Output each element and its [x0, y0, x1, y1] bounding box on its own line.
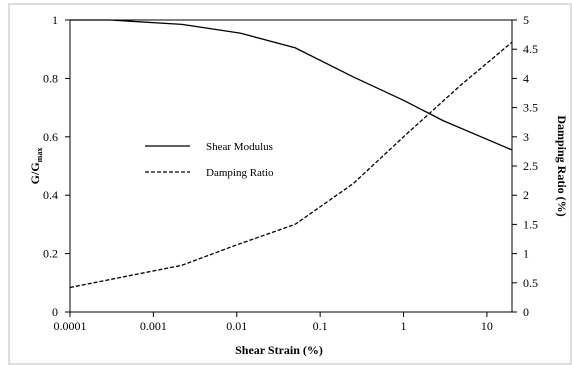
y-right-tick-label: 0.5: [523, 276, 538, 290]
y-left-tick-label: 1: [52, 13, 58, 27]
y-axis-left-title-subscript: max: [35, 148, 44, 163]
y-left-tick-label: 0.6: [43, 130, 58, 144]
series-line-damping-ratio: [69, 41, 513, 289]
x-tick-label: 0.01: [226, 319, 247, 333]
y-left-tick-label: 0: [52, 305, 58, 319]
y-right-tick-label: 1: [523, 247, 529, 261]
y-axis-left-title: G/Gmax: [28, 148, 44, 185]
legend: Shear Modulus Damping Ratio: [145, 141, 274, 179]
y-left-tick-label: 0.4: [43, 188, 58, 202]
y-right-tick-label: 3.5: [523, 101, 538, 115]
x-tick-label: 0.001: [140, 319, 167, 333]
y-axis-right-title: Damping Ratio (%): [555, 115, 569, 216]
x-tick-label: 0.1: [313, 319, 328, 333]
legend-label-shear-modulus: Shear Modulus: [206, 141, 273, 153]
x-tick-label: 1: [401, 319, 407, 333]
y-left-tick-label: 0.2: [43, 247, 58, 261]
y-right-tick-label: 2: [523, 188, 529, 202]
legend-label-damping-ratio: Damping Ratio: [206, 167, 274, 179]
y-right-tick-label: 1.5: [523, 217, 538, 231]
y-right-tick-label: 3: [523, 130, 529, 144]
y-right-tick-label: 0: [523, 305, 529, 319]
x-tick-label: 10: [481, 319, 493, 333]
y-right-tick-label: 4: [523, 71, 529, 85]
y-left-tick-label: 0.8: [43, 71, 58, 85]
page-frame: [8, 3, 572, 365]
x-axis-title: Shear Strain (%): [235, 343, 323, 357]
x-tick-label: 0.0001: [54, 319, 87, 333]
y-right-tick-label: 5: [523, 13, 529, 27]
y-axis-left-title-main: G/G: [28, 162, 42, 184]
y-right-tick-label: 4.5: [523, 42, 538, 56]
plot-area: 0.0001 0.001 0.01 0.1 1 1000.20.40.60.8100.51…: [43, 13, 538, 333]
series-line-shear-modulus: [70, 19, 513, 151]
y-right-tick-label: 2.5: [523, 159, 538, 173]
